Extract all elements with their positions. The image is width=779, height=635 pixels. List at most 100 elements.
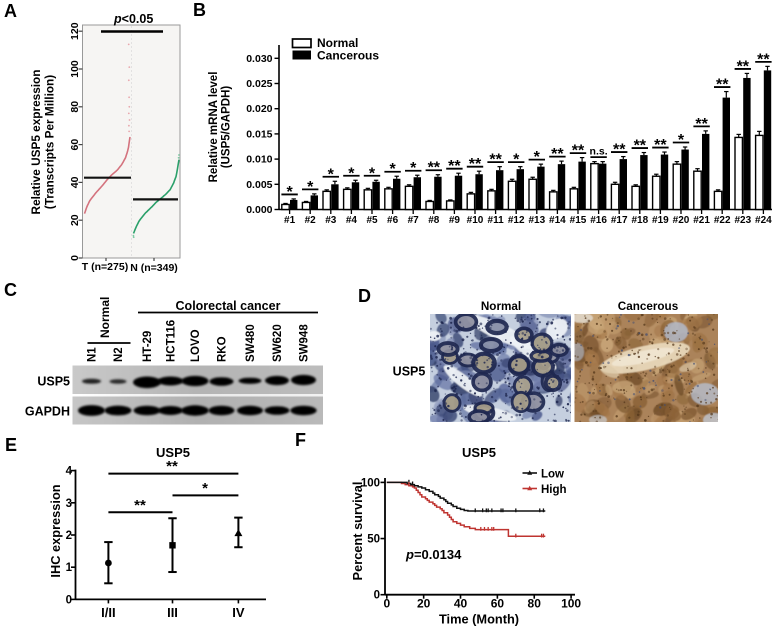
svg-text:E: E (5, 435, 17, 455)
svg-text:*: * (369, 165, 376, 182)
svg-text:60: 60 (69, 139, 81, 151)
svg-text:N (n=349): N (n=349) (130, 262, 178, 274)
svg-text:#21: #21 (693, 215, 710, 226)
svg-text:80: 80 (69, 101, 81, 113)
svg-text:#14: #14 (549, 215, 566, 226)
svg-text:*: * (202, 480, 208, 497)
svg-text:Cancerous: Cancerous (618, 300, 679, 313)
svg-text:Time (Month): Time (Month) (439, 612, 519, 627)
svg-text:n.s.: n.s. (590, 146, 608, 158)
svg-text:#22: #22 (714, 215, 731, 226)
svg-text:**: ** (695, 116, 708, 133)
svg-text:0.000: 0.000 (246, 204, 272, 216)
svg-text:**: ** (551, 146, 564, 163)
svg-text:0.005: 0.005 (246, 179, 272, 191)
svg-text:100: 100 (69, 60, 81, 78)
svg-text:Normal: Normal (98, 297, 112, 338)
svg-text:USP5: USP5 (393, 365, 426, 379)
svg-text:Relative mRNA level: Relative mRNA level (208, 72, 220, 183)
svg-text:IHC expression: IHC expression (48, 484, 63, 577)
svg-text:*: * (513, 152, 520, 169)
svg-text:B: B (193, 0, 206, 20)
svg-text:#2: #2 (305, 215, 317, 226)
svg-text:A: A (4, 1, 17, 21)
svg-text:60: 60 (491, 597, 505, 611)
svg-text:#8: #8 (428, 215, 440, 226)
svg-text:**: ** (757, 51, 770, 68)
svg-text:40: 40 (454, 597, 468, 611)
svg-text:#4: #4 (346, 215, 358, 226)
svg-text:20: 20 (69, 214, 81, 226)
svg-text:#3: #3 (325, 215, 337, 226)
svg-text:**: ** (654, 137, 667, 154)
svg-text:N2: N2 (113, 347, 125, 362)
svg-text:III: III (167, 605, 178, 620)
svg-text:#7: #7 (408, 215, 420, 226)
svg-text:p=0.0134: p=0.0134 (405, 547, 462, 562)
svg-text:*: * (410, 160, 417, 177)
svg-text:0: 0 (374, 590, 380, 602)
svg-text:0.020: 0.020 (246, 103, 272, 115)
svg-text:#6: #6 (387, 215, 399, 226)
svg-text:#17: #17 (611, 215, 628, 226)
svg-text:#10: #10 (467, 215, 484, 226)
svg-text:D: D (358, 286, 371, 306)
svg-text:4: 4 (66, 466, 73, 478)
svg-text:**: ** (166, 458, 178, 475)
svg-text:100: 100 (561, 597, 581, 611)
svg-text:#13: #13 (528, 215, 545, 226)
svg-text:**: ** (428, 160, 441, 177)
svg-text:#24: #24 (755, 215, 772, 226)
svg-text:T (n=275): T (n=275) (82, 261, 128, 273)
svg-text:0: 0 (383, 597, 390, 611)
svg-text:**: ** (134, 497, 146, 514)
svg-text:RKO: RKO (217, 336, 229, 362)
svg-text:0.025: 0.025 (246, 78, 272, 90)
svg-text:SW620: SW620 (272, 324, 284, 362)
svg-text:**: ** (613, 142, 626, 159)
svg-text:p<0.05: p<0.05 (113, 12, 153, 26)
svg-text:High: High (541, 484, 567, 496)
svg-text:#15: #15 (570, 215, 587, 226)
svg-text:#23: #23 (734, 215, 751, 226)
svg-text:**: ** (737, 58, 750, 75)
svg-text:0.010: 0.010 (246, 154, 272, 166)
svg-text:F: F (295, 430, 306, 450)
svg-text:**: ** (572, 143, 585, 160)
svg-text:(Transcripts Per Million): (Transcripts Per Million) (43, 75, 57, 209)
svg-text:100: 100 (361, 477, 380, 489)
svg-text:**: ** (489, 152, 502, 169)
svg-text:(USP5/GAPDH): (USP5/GAPDH) (221, 86, 233, 169)
svg-text:USP5: USP5 (156, 445, 190, 460)
svg-text:SW480: SW480 (245, 324, 257, 362)
svg-text:*: * (348, 165, 355, 182)
svg-text:USP5: USP5 (462, 445, 496, 460)
svg-text:LOVO: LOVO (190, 329, 202, 362)
svg-text:Normal: Normal (481, 300, 521, 313)
svg-text:#1: #1 (284, 215, 296, 226)
svg-text:Relative USP5 expression: Relative USP5 expression (29, 70, 43, 215)
svg-text:GAPDH: GAPDH (25, 405, 70, 419)
svg-text:#12: #12 (508, 215, 525, 226)
svg-text:0: 0 (69, 255, 81, 261)
svg-text:Low: Low (541, 469, 564, 481)
svg-text:N1: N1 (87, 347, 99, 362)
svg-text:50: 50 (367, 534, 380, 546)
svg-text:USP5: USP5 (37, 375, 70, 389)
svg-text:HT-29: HT-29 (142, 331, 154, 362)
svg-text:*: * (534, 149, 541, 166)
svg-text:20: 20 (417, 597, 431, 611)
svg-text:Percent survival: Percent survival (350, 482, 365, 581)
svg-text:**: ** (716, 77, 729, 94)
svg-text:#9: #9 (449, 215, 461, 226)
svg-text:0.030: 0.030 (246, 53, 272, 65)
svg-text:3: 3 (66, 498, 72, 510)
svg-text:#18: #18 (631, 215, 648, 226)
svg-text:I/II: I/II (101, 605, 115, 620)
svg-text:IV: IV (232, 605, 245, 620)
svg-text:C: C (4, 280, 17, 300)
svg-text:0.015: 0.015 (246, 128, 272, 140)
svg-text:#20: #20 (673, 215, 690, 226)
svg-text:SW948: SW948 (299, 324, 311, 362)
svg-text:#11: #11 (488, 215, 505, 226)
